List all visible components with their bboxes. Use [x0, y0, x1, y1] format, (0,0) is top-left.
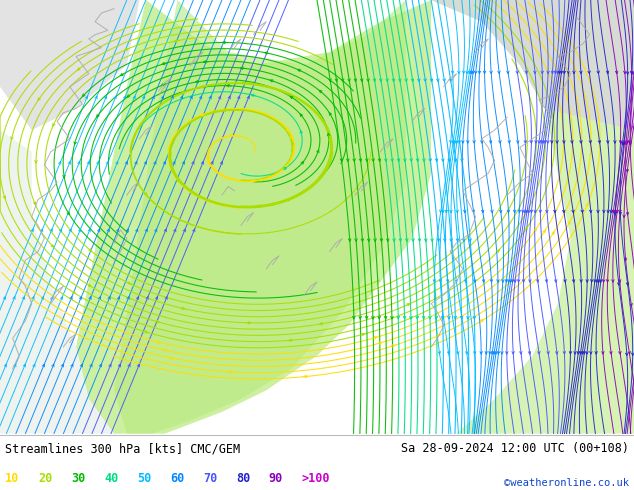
- Polygon shape: [76, 0, 431, 434]
- Text: 50: 50: [137, 472, 151, 486]
- Text: 70: 70: [203, 472, 217, 486]
- Polygon shape: [380, 0, 634, 130]
- Polygon shape: [431, 0, 634, 434]
- Text: 80: 80: [236, 472, 250, 486]
- Polygon shape: [0, 0, 139, 130]
- Text: Streamlines 300 hPa [kts] CMC/GEM: Streamlines 300 hPa [kts] CMC/GEM: [5, 442, 240, 455]
- Text: 40: 40: [104, 472, 118, 486]
- Text: >100: >100: [302, 472, 330, 486]
- Text: Sa 28-09-2024 12:00 UTC (00+108): Sa 28-09-2024 12:00 UTC (00+108): [401, 442, 629, 455]
- Text: 60: 60: [170, 472, 184, 486]
- Text: 10: 10: [5, 472, 19, 486]
- Polygon shape: [0, 130, 114, 434]
- Text: 90: 90: [269, 472, 283, 486]
- Text: 20: 20: [38, 472, 52, 486]
- Text: ©weatheronline.co.uk: ©weatheronline.co.uk: [504, 478, 629, 488]
- Text: 30: 30: [71, 472, 85, 486]
- Polygon shape: [114, 0, 406, 434]
